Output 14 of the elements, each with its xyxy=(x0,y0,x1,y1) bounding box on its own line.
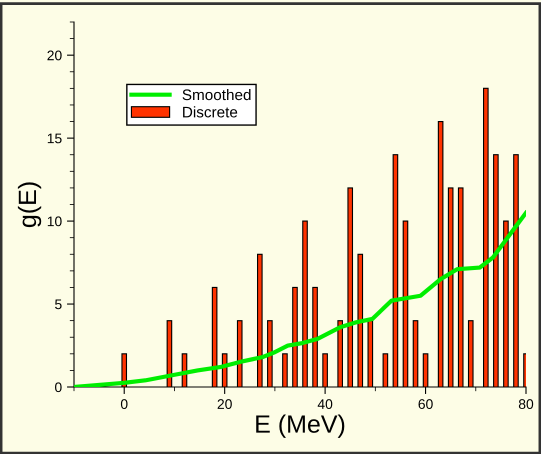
y-tick-label: 5 xyxy=(55,300,62,310)
legend-label: Smoothed xyxy=(182,88,250,100)
y-axis-title: g(E) xyxy=(18,182,42,228)
y-tick-label: 0 xyxy=(55,382,62,392)
x-tick-label: 20 xyxy=(218,399,232,410)
x-axis-title: E (MeV) xyxy=(256,414,344,438)
x-tick-label: 40 xyxy=(318,399,332,410)
x-tick-label: 80 xyxy=(518,399,534,410)
y-tick-label: 20 xyxy=(47,50,62,60)
x-tick-label: 60 xyxy=(418,399,433,410)
y-tick-label: 15 xyxy=(48,134,62,144)
x-tick-label: 0 xyxy=(120,399,128,410)
y-tick-label: 10 xyxy=(48,216,62,226)
legend-label: Discrete xyxy=(183,106,238,118)
